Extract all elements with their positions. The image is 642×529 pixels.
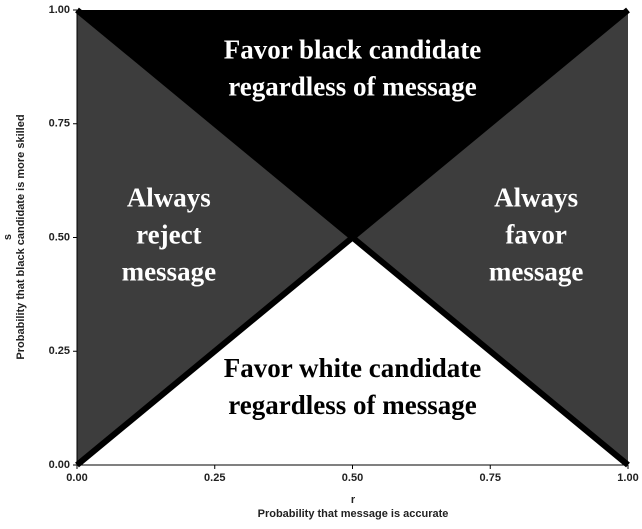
- x-axis-label: r: [351, 494, 356, 506]
- x-tick-label: 0.75: [480, 472, 501, 484]
- region: [77, 10, 628, 238]
- y-tick-label: 0.50: [49, 231, 70, 243]
- region-label: Favor white candidate: [224, 353, 482, 383]
- region-label: Always: [494, 183, 578, 213]
- y-tick-label: 0.25: [49, 345, 70, 357]
- boundary-line: [75, 7, 630, 468]
- y-tick-label: 1.00: [49, 4, 70, 16]
- region: [77, 237, 628, 465]
- y-axis-label: s: [2, 234, 14, 240]
- region-label: regardless of message: [228, 72, 476, 102]
- region: [352, 10, 628, 465]
- region-label: Always: [127, 183, 211, 213]
- x-tick-label: 0.00: [66, 472, 87, 484]
- region: [77, 10, 353, 465]
- y-axis-sublabel: Probability that black candidate is more…: [15, 114, 27, 359]
- region-label: favor: [505, 220, 566, 250]
- region-label: message: [489, 257, 583, 287]
- region-label: message: [122, 257, 216, 287]
- x-tick-label: 0.25: [204, 472, 225, 484]
- x-tick-label: 0.50: [342, 472, 363, 484]
- region-label: reject: [136, 220, 201, 250]
- x-axis-sublabel: Probability that message is accurate: [258, 508, 449, 520]
- y-tick-label: 0.75: [49, 118, 70, 130]
- y-tick-label: 0.00: [49, 459, 70, 471]
- x-tick-label: 1.00: [617, 472, 638, 484]
- region-label: Favor black candidate: [224, 35, 482, 65]
- region-label: regardless of message: [228, 390, 476, 420]
